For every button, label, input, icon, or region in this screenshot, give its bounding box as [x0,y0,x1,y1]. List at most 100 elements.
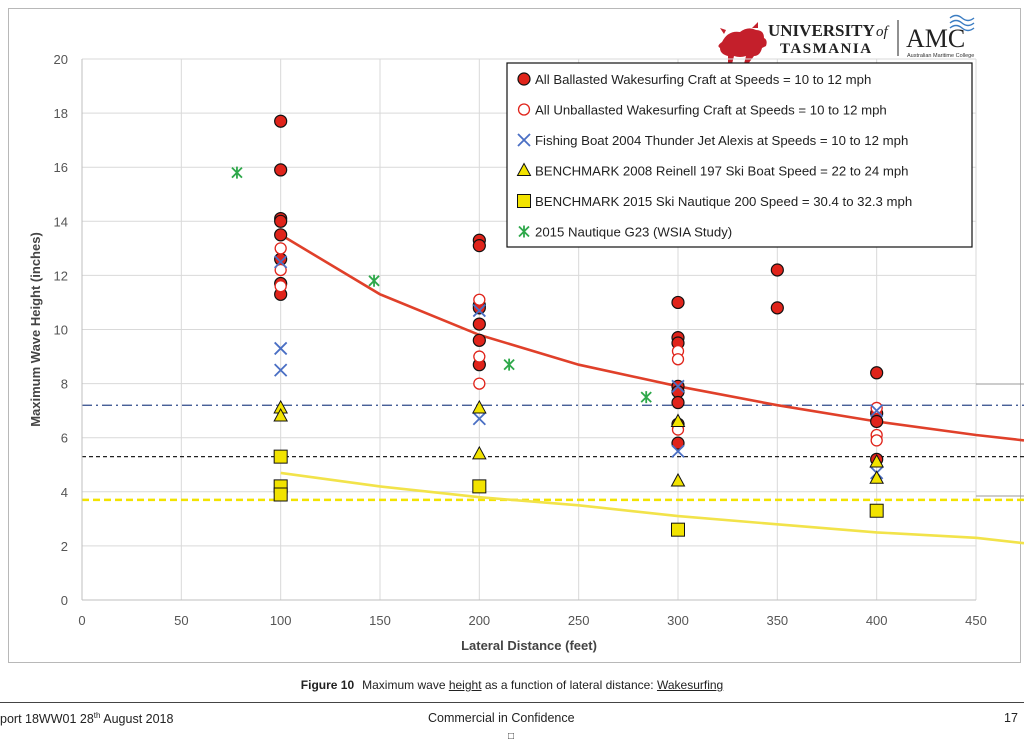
y-tick-label: 18 [54,106,68,121]
legend-label: 2015 Nautique G23 (WSIA Study) [535,225,732,240]
data-point [472,412,486,426]
y-tick-label: 2 [61,539,68,554]
data-point [870,404,884,418]
data-point [368,274,380,287]
footer-page-number: 17 [1004,711,1018,725]
data-point [473,293,486,306]
x-tick-label: 450 [965,613,987,628]
y-tick-label: 8 [61,377,68,392]
legend-marker [517,103,531,116]
logo-university: UNIVERSITY [768,21,875,40]
x-tick-label: 50 [174,613,188,628]
data-point [274,341,288,356]
legend-label: All Ballasted Wakesurfing Craft at Speed… [535,72,871,87]
data-point [472,239,486,253]
data-point [473,350,486,363]
data-point [231,166,243,179]
logo-tasmania: TASMANIA [780,41,873,57]
data-point [671,436,685,450]
legend-marker [518,225,530,238]
x-tick-label: 150 [369,613,391,628]
x-tick-label: 250 [568,613,590,628]
data-point [472,303,486,318]
data-point [869,453,885,468]
data-point [274,214,288,228]
y-tick-label: 14 [54,214,68,229]
data-point [671,353,685,366]
data-point [670,413,686,427]
x-tick-label: 100 [270,613,292,628]
box-glyph: □ [508,731,515,742]
x-tick-label: 400 [866,613,888,628]
legend-label: BENCHMARK 2015 Ski Nautique 200 Speed = … [535,194,912,209]
data-point [274,228,288,242]
caption-wakesurfing: Wakesurfing [656,678,724,692]
data-point [870,401,883,415]
y-tick-label: 4 [61,485,68,500]
data-point [274,252,288,266]
legend-label: BENCHMARK 2008 Reinell 197 Ski Boat Spee… [535,164,909,179]
data-point [671,444,685,458]
data-point [274,242,287,255]
y-tick-label: 6 [61,431,68,446]
data-point [770,301,784,315]
trendline [280,471,1024,545]
legend-marker [517,133,531,147]
legend-label: All Unballasted Wakesurfing Craft at Spe… [535,103,887,118]
x-tick-label: 350 [766,613,788,628]
data-point [870,414,884,429]
data-point [274,255,288,269]
data-point [671,379,685,393]
y-axis-label: Maximum Wave Height (inches) [28,232,43,427]
tasmanian-tiger-icon [718,22,767,64]
data-point [471,445,487,460]
data-point [472,479,487,494]
data-point [274,280,287,293]
data-point [472,317,486,331]
x-tick-label: 300 [667,613,689,628]
waves-icon [949,14,975,32]
logo-amc-subtitle: Australian Maritime College [907,53,974,59]
data-point [274,263,287,277]
chart-axes: 0 50 100 150 200 250 300 350 400 450 0 2 4 6 8 10 12 14 16… [54,52,987,628]
data-point [870,366,884,380]
page-footer: port 18WW01 28th August 2018 Commercial … [0,702,1024,726]
data-point [472,333,486,347]
figure-label: Figure 10 [300,678,355,692]
data-point [671,522,685,537]
data-point [471,399,487,414]
data-point [671,395,685,410]
data-point [273,487,288,502]
data-point [870,434,883,447]
data-point [869,470,885,484]
caption-height: height [448,678,482,692]
y-tick-label: 16 [54,160,68,175]
data-point [274,114,288,128]
caption-text-2: as a function of lateral distance: [481,678,657,692]
y-tick-label: 12 [54,268,68,283]
data-point [671,295,685,310]
footer-confidentiality: Commercial in Confidence [428,711,575,725]
y-tick-label: 20 [54,52,68,67]
chart-legend: All Ballasted Wakesurfing Craft at Speed… [506,62,973,248]
data-point [770,263,784,277]
y-tick-label: 10 [54,323,68,338]
x-axis-label: Lateral Distance (feet) [461,638,597,653]
university-logo: UNIVERSITY of TASMANIA AMC Australian Ma… [718,14,975,64]
x-tick-label: 200 [468,613,490,628]
data-point [503,358,515,371]
data-point [473,377,486,390]
logo-amc: AMC [906,24,965,53]
x-tick-label: 0 [78,613,85,628]
data-point [640,391,652,404]
y-tick-label: 0 [61,593,68,608]
logo-of: of [876,24,890,40]
data-point [273,408,289,422]
footer-report: port 18WW01 28th August 2018 [0,711,174,727]
caption-text-1: Maximum wave [362,678,449,692]
data-point [274,363,288,377]
legend-marker [517,194,531,208]
figure-caption: Figure 10 Maximum wave height as a functi… [0,678,1024,692]
reference-lines [82,404,1024,502]
